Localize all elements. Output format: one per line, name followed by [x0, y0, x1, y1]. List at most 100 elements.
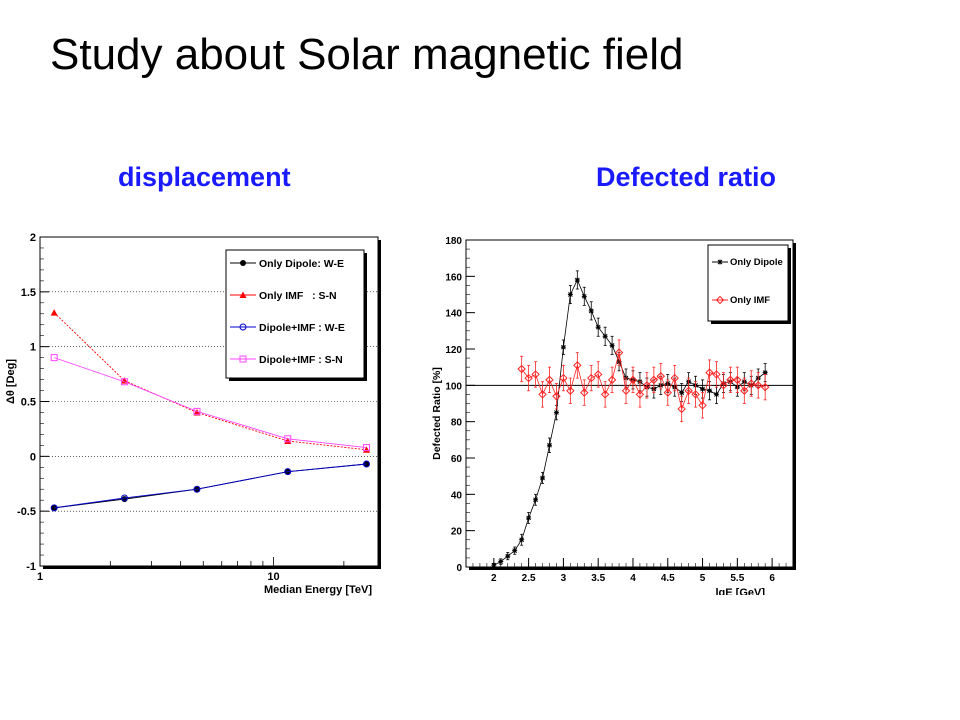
data-point [628, 375, 638, 385]
data-point [754, 381, 763, 390]
y-tick-label: 1 [30, 342, 36, 354]
data-point [649, 375, 659, 385]
y-tick-label: 140 [445, 309, 462, 320]
data-point [505, 553, 511, 559]
data-point [733, 375, 742, 385]
data-point [691, 390, 700, 399]
data-point [602, 333, 608, 339]
data-point [517, 364, 526, 374]
data-point [707, 388, 713, 394]
data-point [679, 390, 685, 396]
y-tick-label: 100 [445, 381, 462, 392]
data-point [363, 444, 371, 452]
y-axis-label: Defected Ratio [%] [431, 367, 443, 460]
data-point [713, 391, 719, 397]
data-point [538, 390, 547, 399]
legend-box [225, 249, 365, 379]
data-point [120, 494, 128, 502]
y-tick-label: 0 [30, 451, 36, 463]
data-point [726, 375, 735, 385]
data-point [559, 373, 568, 383]
legend-marker [717, 259, 723, 265]
series-line [54, 463, 367, 509]
legend-marker [715, 295, 725, 305]
data-point [545, 375, 554, 385]
data-point [642, 381, 652, 390]
data-point [566, 386, 575, 395]
data-point [670, 373, 679, 383]
data-point [580, 388, 589, 397]
data-point [193, 485, 201, 493]
y-tick-label: 40 [451, 490, 463, 501]
data-point [540, 475, 546, 481]
data-point [573, 361, 582, 370]
y-tick-label: 20 [451, 527, 463, 538]
y-tick-label: 0.5 [21, 397, 36, 409]
data-point [595, 324, 601, 330]
data-point [284, 468, 292, 476]
x-tick-label: 10 [267, 571, 279, 583]
y-tick-label: 160 [445, 272, 462, 283]
legend-marker [240, 260, 246, 266]
series-line [493, 278, 766, 566]
x-tick-label: 4 [630, 573, 636, 584]
data-point [663, 388, 672, 397]
data-point [719, 381, 728, 390]
x-tick-label: 2.5 [522, 573, 536, 584]
data-point [587, 373, 596, 383]
x-tick-label: 3 [561, 573, 567, 584]
data-point [50, 354, 58, 362]
data-point [705, 368, 714, 377]
data-point [498, 559, 504, 565]
data-point [581, 293, 587, 299]
data-point [519, 537, 525, 543]
series-only-imf [517, 339, 770, 423]
data-point [760, 382, 770, 392]
y-tick-label: -0.5 [17, 506, 36, 518]
x-tick-label: 5.5 [730, 573, 744, 584]
data-point [193, 408, 201, 416]
data-point [712, 370, 721, 379]
data-point [698, 401, 707, 410]
data-point [531, 370, 540, 379]
subtitle-defected-ratio: Defected ratio [596, 162, 777, 192]
data-point [574, 277, 580, 283]
legend: Only Dipole Only IMF [707, 244, 791, 324]
data-point [588, 308, 594, 314]
legend-label: Only Dipole [730, 257, 783, 268]
data-point [747, 379, 756, 388]
subtitle-displacement: displacement [118, 162, 291, 192]
y-tick-label: 2 [30, 232, 36, 244]
x-axis-label: Median Energy [TeV] [264, 584, 372, 596]
series-dipole-imf-w-e [50, 460, 371, 512]
data-point [593, 370, 603, 379]
data-point [284, 435, 292, 443]
x-tick-label: 3.5 [591, 573, 605, 584]
y-tick-label: 0 [456, 563, 462, 574]
slide-title: Study about Solar magnetic field [50, 30, 684, 79]
y-axis-label: Δθ [Deg] [5, 359, 17, 404]
data-point [553, 410, 559, 416]
x-tick-label: 2 [491, 573, 497, 584]
legend-marker [239, 355, 247, 363]
data-point [552, 392, 561, 401]
data-point [526, 515, 532, 521]
data-point [50, 309, 58, 316]
x-tick-label: 1 [37, 571, 43, 583]
data-point [120, 378, 128, 386]
data-point [567, 292, 573, 297]
data-point [684, 386, 693, 395]
series-dipole-imf-s-n [50, 354, 371, 452]
data-point [614, 348, 624, 357]
data-point [546, 442, 552, 448]
x-tick-label: 4.5 [661, 573, 675, 584]
data-point [533, 497, 539, 503]
data-point [607, 375, 617, 385]
y-tick-label: 180 [445, 236, 462, 247]
x-tick-label: 5 [700, 573, 706, 584]
data-point [524, 373, 533, 383]
data-point [609, 342, 615, 348]
data-point [700, 386, 706, 392]
data-point [677, 404, 686, 414]
